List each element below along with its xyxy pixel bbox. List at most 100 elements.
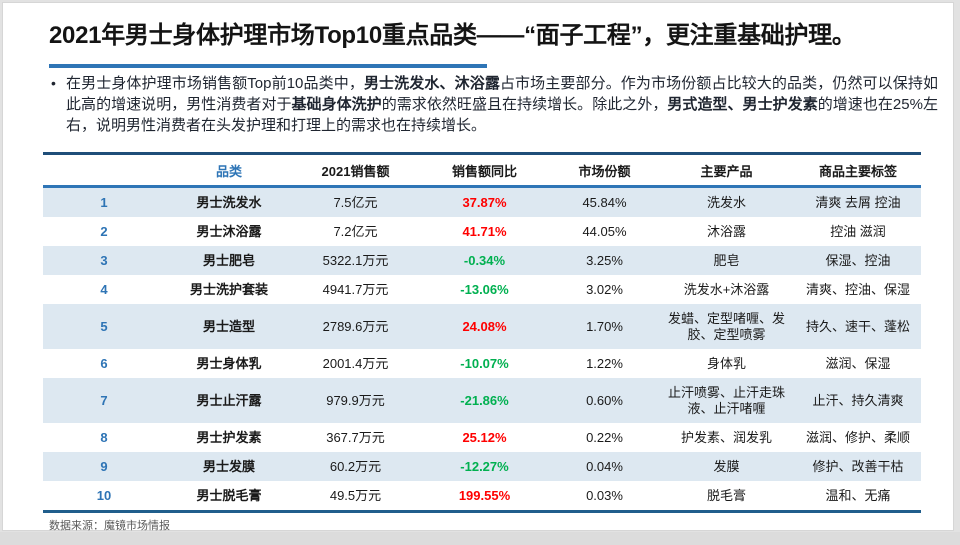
cell-share: 1.70%	[586, 318, 623, 334]
cell-share: 3.02%	[586, 281, 623, 297]
bottom-gray-band	[0, 532, 960, 545]
table-row: 5 男士造型 2789.6万元 24.08% 1.70% 发蜡、定型啫喱、发胶、定型喷雾 持…	[43, 304, 921, 349]
table-body: 1 男士洗发水 7.5亿元 37.87% 45.84% 洗发水 清爽 去屑 控油 2 男士沐浴露…	[43, 186, 921, 512]
cell-rank: 4	[100, 281, 108, 297]
table-row: 1 男士洗发水 7.5亿元 37.87% 45.84% 洗发水 清爽 去屑 控油	[43, 186, 921, 217]
table-row: 4 男士洗护套装 4941.7万元 -13.06% 3.02% 洗发水+沐浴露 清爽、控油、…	[43, 275, 921, 304]
cell-rank: 2	[100, 223, 108, 239]
cell-yoy: 37.87%	[462, 194, 507, 210]
cell-rank: 10	[96, 487, 112, 503]
summary-segment-4: 的需求依然旺盛且在持续增长。除此之外，	[381, 96, 668, 113]
cell-sales: 2001.4万元	[322, 355, 389, 371]
bullet-marker: •	[51, 75, 56, 91]
table-header-row: 品类 2021销售额 销售额同比 市场份额 主要产品 商品主要标签	[43, 154, 921, 187]
column-header-4: 市场份额	[578, 163, 631, 179]
cell-rank: 7	[100, 392, 108, 408]
cell-category: 男士护发素	[196, 429, 262, 445]
summary-segment-3: 基础身体洗护	[291, 96, 382, 113]
cell-rank: 5	[100, 318, 108, 334]
cell-sales: 60.2万元	[329, 458, 382, 474]
cell-rank: 1	[100, 194, 108, 210]
cell-tags: 清爽、控油、保湿	[805, 281, 910, 297]
cell-yoy: 199.55%	[458, 487, 511, 503]
cell-category: 男士沐浴露	[196, 223, 262, 239]
data-source-note: 数据来源：魔镜市场情报	[49, 520, 170, 532]
cell-share: 0.04%	[586, 458, 623, 474]
cell-sales: 4941.7万元	[322, 281, 389, 297]
column-header-6: 商品主要标签	[818, 163, 897, 179]
cell-tags: 温和、无痛	[825, 487, 891, 503]
cell-share: 1.22%	[586, 355, 623, 371]
summary-segment-0: 在男士身体护理市场销售额Top前10品类中，	[66, 75, 364, 92]
table-row: 6 男士身体乳 2001.4万元 -10.07% 1.22% 身体乳 滋润、保湿	[43, 349, 921, 378]
cell-products: 沐浴露	[706, 223, 746, 239]
cell-tags: 止汗、持久清爽	[812, 392, 904, 408]
summary-paragraph: • 在男士身体护理市场销售额Top前10品类中，男士洗发水、沐浴露占市场主要部分…	[49, 73, 938, 136]
cell-category: 男士脱毛膏	[196, 487, 262, 503]
cell-category: 男士发膜	[202, 458, 255, 474]
column-header-1: 品类	[215, 163, 242, 179]
summary-segment-2: 占市场主要部分。作为市场份额占比较大的品类，仍然可以保持如此高的增速说明，男性消…	[66, 75, 938, 113]
cell-yoy: -10.07%	[460, 355, 509, 371]
page-title: 2021年男士身体护理市场Top10重点品类——“面子工程”，更注重基础护理。	[49, 22, 856, 49]
column-header-3: 销售额同比	[451, 163, 517, 179]
cell-yoy: -13.06%	[460, 281, 509, 297]
cell-tags: 持久、速干、蓬松	[805, 318, 910, 334]
cell-sales: 7.5亿元	[333, 194, 378, 210]
cell-rank: 8	[100, 429, 108, 445]
column-header-5: 主要产品	[700, 163, 753, 179]
cell-share: 0.03%	[586, 487, 623, 503]
cell-products: 洗发水	[706, 194, 746, 210]
category-table: 品类 2021销售额 销售额同比 市场份额 主要产品 商品主要标签 1 男士洗发水 7.5亿元…	[43, 152, 921, 513]
cell-yoy: -0.34%	[463, 252, 506, 268]
summary-segment-6: 的增速也在25%左右，说明男性消费者在头发护理和打理上的需求也在持续增长。	[66, 96, 938, 134]
cell-tags: 滋润、保湿	[825, 355, 891, 371]
title-underline-bar	[49, 64, 487, 68]
cell-rank: 9	[100, 458, 108, 474]
cell-sales: 49.5万元	[329, 487, 382, 503]
cell-products: 肥皂	[713, 252, 740, 268]
cell-share: 45.84%	[582, 194, 627, 210]
cell-yoy: -12.27%	[460, 458, 509, 474]
table-row: 7 男士止汗露 979.9万元 -21.86% 0.60% 止汗喷雾、止汗走珠液、止汗啫喱…	[43, 378, 921, 423]
category-table-container: 品类 2021销售额 销售额同比 市场份额 主要产品 商品主要标签 1 男士洗发水 7.5亿元…	[43, 152, 921, 513]
cell-products: 脱毛膏	[706, 487, 746, 503]
cell-products: 发膜	[713, 458, 740, 474]
cell-products: 止汗喷雾、止汗走珠液、止汗啫喱	[667, 384, 785, 416]
cell-yoy: 41.71%	[462, 223, 507, 239]
cell-rank: 3	[100, 252, 108, 268]
cell-sales: 7.2亿元	[333, 223, 378, 239]
cell-category: 男士洗发水	[196, 194, 262, 210]
summary-segment-5: 男式造型、男士护发素	[667, 96, 818, 113]
cell-category: 男士洗护套装	[189, 281, 268, 297]
cell-products: 护发素、润发乳	[680, 429, 772, 445]
rank-column-header	[43, 154, 165, 187]
cell-rank: 6	[100, 355, 108, 371]
cell-category: 男士身体乳	[196, 355, 262, 371]
column-header-2: 2021销售额	[321, 163, 390, 179]
cell-yoy: -21.86%	[460, 392, 509, 408]
cell-sales: 979.9万元	[326, 392, 385, 408]
cell-tags: 修护、改善干枯	[812, 458, 904, 474]
cell-share: 0.22%	[586, 429, 623, 445]
table-row: 9 男士发膜 60.2万元 -12.27% 0.04% 发膜 修护、改善干枯	[43, 452, 921, 481]
cell-products: 发蜡、定型啫喱、发胶、定型喷雾	[667, 310, 785, 342]
cell-category: 男士肥皂	[202, 252, 255, 268]
summary-segment-1: 男士洗发水、沐浴露	[363, 75, 500, 92]
cell-products: 身体乳	[706, 355, 746, 371]
table-row: 2 男士沐浴露 7.2亿元 41.71% 44.05% 沐浴露 控油 滋润	[43, 217, 921, 246]
cell-tags: 清爽 去屑 控油	[815, 194, 901, 210]
cell-sales: 5322.1万元	[322, 252, 389, 268]
table-row: 3 男士肥皂 5322.1万元 -0.34% 3.25% 肥皂 保湿、控油	[43, 246, 921, 275]
table-row: 10 男士脱毛膏 49.5万元 199.55% 0.03% 脱毛膏 温和、无痛	[43, 481, 921, 512]
cell-share: 3.25%	[586, 252, 623, 268]
cell-tags: 保湿、控油	[825, 252, 891, 268]
cell-yoy: 24.08%	[462, 318, 507, 334]
cell-sales: 367.7万元	[326, 429, 385, 445]
cell-yoy: 25.12%	[462, 429, 507, 445]
summary-text: 在男士身体护理市场销售额Top前10品类中，男士洗发水、沐浴露占市场主要部分。作…	[49, 73, 938, 136]
cell-sales: 2789.6万元	[322, 318, 389, 334]
cell-tags: 控油 滋润	[830, 223, 886, 239]
cell-category: 男士止汗露	[196, 392, 262, 408]
slide: 2021年男士身体护理市场Top10重点品类——“面子工程”，更注重基础护理。 …	[2, 2, 954, 532]
